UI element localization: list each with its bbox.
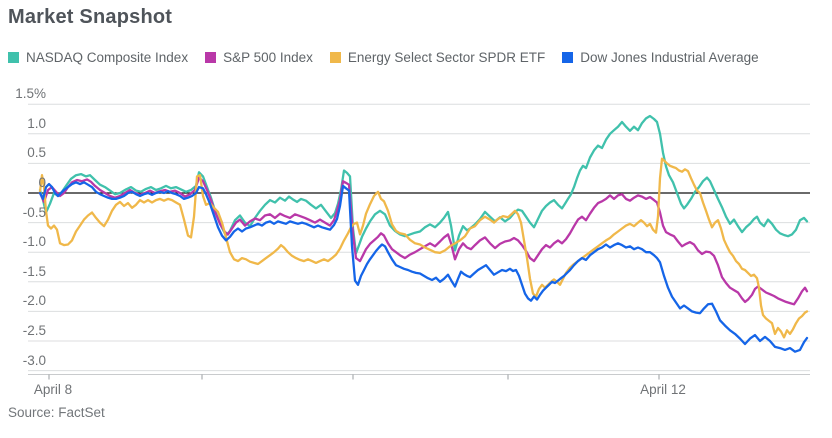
legend-label: S&P 500 Index	[223, 50, 313, 65]
series-line-s-p-500-index	[38, 176, 809, 306]
y-tick-label: 0	[38, 175, 46, 190]
y-tick-label: -3.0	[22, 352, 46, 368]
legend-item-dow: Dow Jones Industrial Average	[562, 50, 759, 65]
legend-item-nasdaq: NASDAQ Composite Index	[8, 50, 188, 65]
legend-label: NASDAQ Composite Index	[26, 50, 189, 65]
y-tick-label: 0.5	[27, 145, 46, 161]
energy-swatch-icon	[329, 52, 341, 63]
series-line-dow-jones-industrial-average	[38, 181, 809, 353]
series-line-nasdaq-composite-index	[38, 114, 809, 255]
nasdaq-swatch-icon	[8, 52, 19, 63]
legend-item-energy: Energy Select Sector SPDR ETF	[329, 50, 546, 65]
source-credit: Source: FactSet	[8, 405, 105, 420]
y-tick-label: 1.5%	[15, 86, 46, 102]
legend: NASDAQ Composite Index S&P 500 Index Ene…	[8, 50, 759, 65]
x-tick-label: April 8	[33, 382, 73, 397]
dow-swatch-icon	[562, 52, 574, 63]
y-tick-label: -2.0	[22, 293, 46, 309]
y-tick-label: -1.5	[22, 263, 46, 279]
series-line-energy-select-sector-spdr-etf	[38, 157, 809, 339]
page-title: Market Snapshot	[8, 6, 173, 28]
legend-item-sp500: S&P 500 Index	[205, 50, 313, 65]
y-tick-label: -1.0	[22, 234, 46, 250]
x-tick-label: April 12	[640, 382, 686, 397]
legend-label: Energy Select Sector SPDR ETF	[347, 50, 546, 65]
sp500-swatch-icon	[205, 52, 217, 63]
y-tick-label: -0.5	[22, 204, 46, 220]
legend-label: Dow Jones Industrial Average	[580, 50, 759, 65]
y-tick-label: -2.5	[22, 323, 46, 338]
y-tick-label: 1.0	[27, 115, 46, 131]
